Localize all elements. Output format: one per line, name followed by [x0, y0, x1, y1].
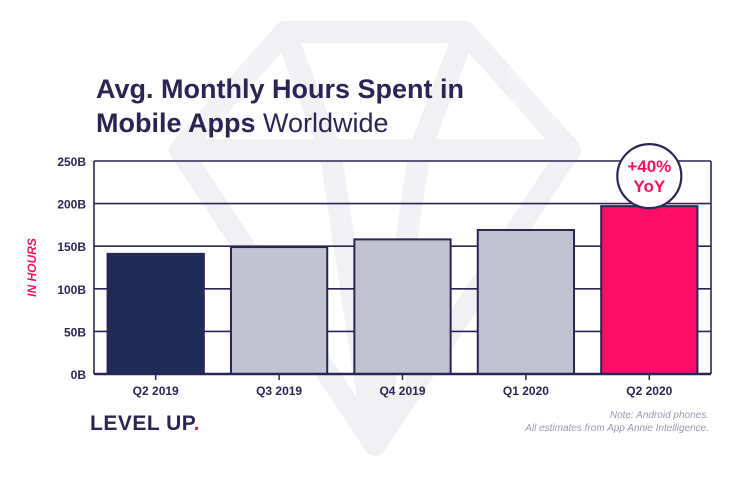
- brand-dot: .: [193, 412, 200, 435]
- y-tick-label: 200B: [57, 198, 86, 212]
- x-tick-label: Q3 2019: [256, 384, 302, 398]
- yoy-badge-circle: [616, 143, 683, 210]
- title-line-1: Avg. Monthly Hours Spent in: [96, 74, 464, 104]
- bar: [229, 246, 329, 375]
- x-tick-label: Q2 2020: [626, 384, 672, 398]
- bar: [476, 229, 576, 375]
- y-tick-label: 50B: [64, 325, 86, 339]
- yoy-badge-value: +40%: [627, 157, 671, 176]
- bar: [106, 252, 205, 375]
- x-tick-label: Q2 2019: [133, 384, 179, 398]
- y-tick-label: 150B: [57, 240, 86, 254]
- x-tick-label: Q4 2019: [379, 384, 425, 398]
- note-line-2: All estimates from App Annie Intelligenc…: [525, 423, 709, 434]
- y-tick-label: 250B: [57, 155, 86, 169]
- chart-title: Avg. Monthly Hours Spent in Mobile Apps …: [96, 72, 616, 140]
- title-light-part: Worldwide: [255, 108, 389, 138]
- yoy-badge-label: YoY: [633, 177, 665, 196]
- bar: [353, 238, 452, 375]
- y-tick-label: 100B: [57, 283, 86, 297]
- brand-text: LEVEL UP: [90, 412, 194, 435]
- title-line-2: Mobile Apps Worldwide: [96, 106, 616, 140]
- note-line-1: Note: Android phones.: [609, 410, 709, 421]
- title-bold-part: Mobile Apps: [96, 108, 256, 138]
- diamond-watermark: [169, 21, 581, 456]
- brand-logo: LEVEL UP.: [90, 412, 200, 436]
- y-tick-label: 0B: [71, 368, 87, 382]
- bar: [600, 205, 699, 375]
- x-tick-label: Q1 2020: [503, 384, 549, 398]
- y-axis-title: IN HOURS: [25, 238, 39, 297]
- chart-note: Note: Android phones. All estimates from…: [525, 409, 709, 435]
